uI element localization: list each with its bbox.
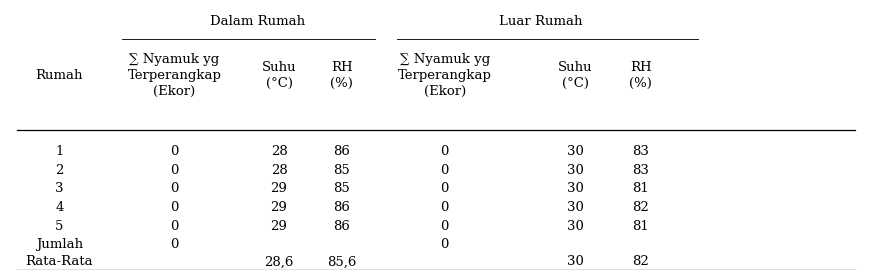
Text: 29: 29 xyxy=(270,220,288,233)
Text: Jumlah: Jumlah xyxy=(36,238,83,251)
Text: 86: 86 xyxy=(333,145,351,158)
Text: Luar Rumah: Luar Rumah xyxy=(499,15,582,28)
Text: 29: 29 xyxy=(270,183,288,195)
Text: 1: 1 xyxy=(55,145,64,158)
Text: 0: 0 xyxy=(440,238,449,251)
Text: 28,6: 28,6 xyxy=(264,255,294,268)
Text: 0: 0 xyxy=(170,201,179,214)
Text: 3: 3 xyxy=(55,183,64,195)
Text: 0: 0 xyxy=(170,164,179,177)
Text: 85: 85 xyxy=(333,183,351,195)
Text: 0: 0 xyxy=(170,220,179,233)
Text: ∑ Nyamuk yg
Terperangkap
(Ekor): ∑ Nyamuk yg Terperangkap (Ekor) xyxy=(127,53,221,98)
Text: ∑ Nyamuk yg
Terperangkap
(Ekor): ∑ Nyamuk yg Terperangkap (Ekor) xyxy=(398,53,492,98)
Text: 81: 81 xyxy=(632,220,650,233)
Text: 86: 86 xyxy=(333,201,351,214)
Text: 85: 85 xyxy=(333,164,351,177)
Text: 0: 0 xyxy=(170,183,179,195)
Text: 30: 30 xyxy=(567,220,584,233)
Text: 28: 28 xyxy=(270,145,288,158)
Text: 81: 81 xyxy=(632,183,650,195)
Text: 83: 83 xyxy=(632,145,650,158)
Text: 30: 30 xyxy=(567,164,584,177)
Text: 83: 83 xyxy=(632,164,650,177)
Text: 82: 82 xyxy=(632,201,650,214)
Text: Suhu
(°C): Suhu (°C) xyxy=(262,61,296,90)
Text: 0: 0 xyxy=(170,145,179,158)
Text: 29: 29 xyxy=(270,201,288,214)
Text: 0: 0 xyxy=(170,238,179,251)
Text: 0: 0 xyxy=(440,201,449,214)
Text: 5: 5 xyxy=(55,220,64,233)
Text: 30: 30 xyxy=(567,201,584,214)
Text: RH
(%): RH (%) xyxy=(630,61,652,90)
Text: 82: 82 xyxy=(632,255,650,268)
Text: Dalam Rumah: Dalam Rumah xyxy=(209,15,305,28)
Text: 0: 0 xyxy=(440,145,449,158)
Text: 85,6: 85,6 xyxy=(327,255,357,268)
Text: 28: 28 xyxy=(270,164,288,177)
Text: 0: 0 xyxy=(440,220,449,233)
Text: 30: 30 xyxy=(567,145,584,158)
Text: RH
(%): RH (%) xyxy=(330,61,353,90)
Text: Rumah: Rumah xyxy=(36,69,83,82)
Text: 30: 30 xyxy=(567,183,584,195)
Text: 30: 30 xyxy=(567,255,584,268)
Text: 0: 0 xyxy=(440,164,449,177)
Text: Rata-Rata: Rata-Rata xyxy=(25,255,93,268)
Text: Suhu
(°C): Suhu (°C) xyxy=(558,61,593,90)
Text: 0: 0 xyxy=(440,183,449,195)
Text: 86: 86 xyxy=(333,220,351,233)
Text: 2: 2 xyxy=(55,164,64,177)
Text: 4: 4 xyxy=(55,201,64,214)
